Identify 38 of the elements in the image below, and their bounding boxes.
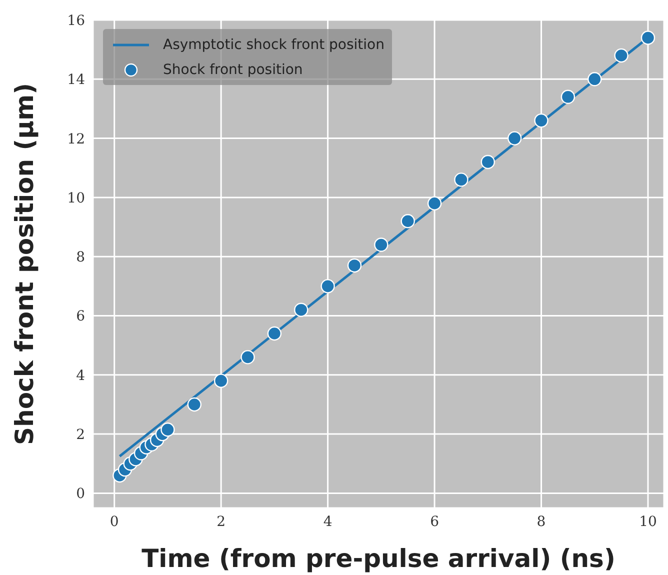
point xyxy=(480,154,495,170)
point xyxy=(347,258,362,273)
y-tick-label: 10 xyxy=(67,190,85,206)
y-tick-label: 8 xyxy=(76,250,85,266)
legend-label: Shock front position xyxy=(163,62,303,78)
y-tick-label: 12 xyxy=(67,131,85,148)
point xyxy=(240,350,255,364)
point xyxy=(588,72,602,86)
y-tick-label: 16 xyxy=(67,12,86,29)
point xyxy=(507,131,522,146)
legend-label: Asymptotic shock front position xyxy=(163,36,384,52)
point xyxy=(400,214,415,228)
x-tick-label: 4 xyxy=(323,514,332,530)
point xyxy=(427,196,442,210)
point xyxy=(614,48,628,63)
x-tick-label: 6 xyxy=(430,514,440,530)
y-tick-label: 6 xyxy=(76,308,86,325)
point xyxy=(560,90,576,104)
point xyxy=(374,238,388,252)
y-tick-label: 0 xyxy=(76,486,85,502)
point xyxy=(267,326,282,341)
point xyxy=(294,302,308,317)
x-tick-label: 8 xyxy=(536,514,546,530)
point xyxy=(160,422,175,437)
point xyxy=(534,113,548,128)
x-tick-label: 0 xyxy=(110,514,119,530)
y-tick-label: 2 xyxy=(76,427,85,444)
point xyxy=(187,397,202,412)
point xyxy=(640,30,656,45)
y-axis-title: Shock front position (μm) xyxy=(10,83,39,445)
point xyxy=(454,172,468,187)
x-tick-label: 10 xyxy=(639,514,657,530)
point xyxy=(320,279,335,294)
x-tick-label: 2 xyxy=(216,514,226,530)
point xyxy=(214,374,228,388)
y-tick-label: 14 xyxy=(67,72,86,88)
x-axis-title: Time (from pre-pulse arrival) (ns) xyxy=(142,544,616,573)
y-tick-label: 4 xyxy=(76,368,86,384)
